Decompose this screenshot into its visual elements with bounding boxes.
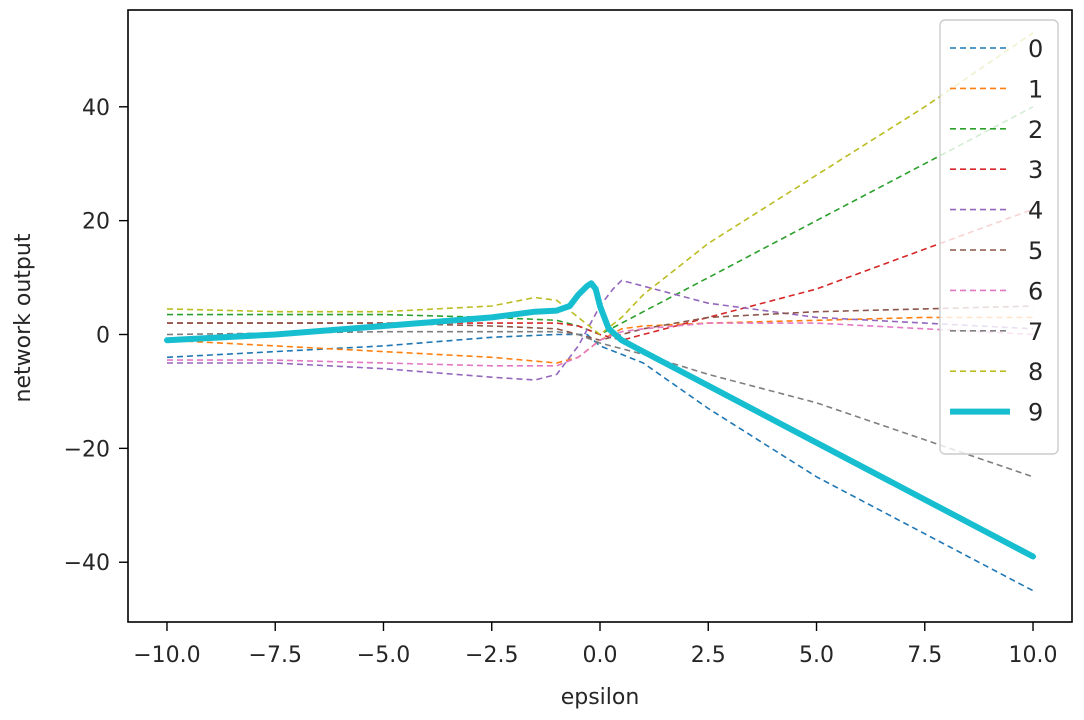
x-tick-label: 0.0 bbox=[583, 643, 618, 668]
series-line-2 bbox=[167, 106, 1034, 336]
legend-label: 3 bbox=[1028, 156, 1043, 184]
series-line-5 bbox=[167, 305, 1034, 341]
legend-label: 7 bbox=[1028, 318, 1043, 346]
x-tick-label: 10.0 bbox=[1009, 643, 1058, 668]
x-axis: −10.0 −7.5 −5.0 −2.5 0.0 2.5 5.0 7.5 10.0 bbox=[133, 622, 1058, 668]
series-line-9 bbox=[164, 280, 1036, 560]
x-tick-label: 2.5 bbox=[691, 643, 726, 668]
series-line-0 bbox=[166, 333, 1034, 592]
legend-label: 8 bbox=[1028, 358, 1043, 386]
x-tick-label: 5.0 bbox=[799, 643, 834, 668]
y-tick-label: −20 bbox=[64, 437, 110, 462]
series-line-8 bbox=[166, 32, 1034, 336]
x-tick-label: −7.5 bbox=[249, 643, 302, 668]
y-tick-label: 20 bbox=[82, 210, 110, 235]
y-axis: 40 20 0 −20 −40 bbox=[64, 96, 128, 576]
x-tick-label: 7.5 bbox=[907, 643, 942, 668]
legend-label: 2 bbox=[1028, 116, 1043, 144]
series-line-6 bbox=[167, 322, 1034, 367]
legend: 0 1 2 3 4 5 6 7 8 9 bbox=[939, 19, 1059, 455]
y-tick-label: 40 bbox=[82, 96, 110, 121]
legend-label: 4 bbox=[1028, 197, 1043, 225]
y-axis-title: network output bbox=[11, 233, 36, 402]
legend-box bbox=[939, 19, 1059, 455]
x-tick-label: −2.5 bbox=[465, 643, 518, 668]
legend-label: 5 bbox=[1028, 237, 1043, 265]
legend-label: 0 bbox=[1028, 35, 1043, 63]
plot-background bbox=[128, 10, 1072, 622]
legend-label: 6 bbox=[1028, 277, 1043, 305]
x-axis-title: epsilon bbox=[561, 685, 640, 710]
y-tick-label: 0 bbox=[96, 324, 110, 349]
y-tick-label: −40 bbox=[64, 551, 110, 576]
x-tick-label: −10.0 bbox=[133, 643, 200, 668]
series-layer bbox=[164, 32, 1036, 592]
legend-label: 1 bbox=[1028, 75, 1043, 103]
x-tick-label: −5.0 bbox=[357, 643, 410, 668]
legend-label: 9 bbox=[1028, 399, 1043, 427]
